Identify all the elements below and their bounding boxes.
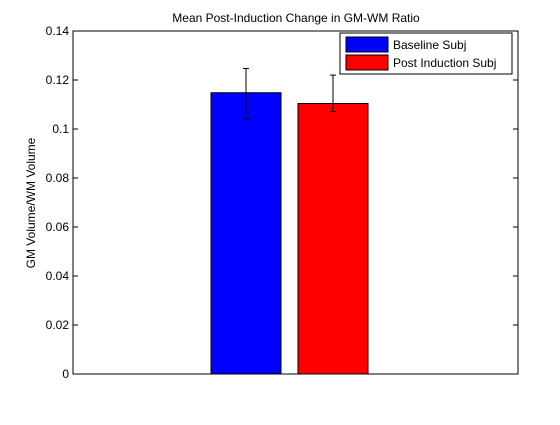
y-tick-label: 0.1 [52,122,69,136]
y-tick-label: 0.12 [46,73,70,87]
plot-area [73,31,518,374]
y-axis: 0 0.02 0.04 0.06 0.08 0.1 0.12 0.14 [46,24,518,381]
bars-layer [210,92,369,375]
legend-swatch [345,54,389,71]
legend: Baseline Subj Post Induction Subj [339,32,513,75]
bar-baseline-subj [210,92,282,375]
bar-post-induction-subj [297,103,369,375]
legend-swatch [345,36,389,53]
plot-frame [72,30,519,375]
y-tick-label: 0.06 [46,220,70,234]
y-tick-label: 0.04 [46,269,70,283]
y-axis-label: GM Volume/WM Volume [24,137,38,268]
y-tick-label: 0.08 [46,171,70,185]
legend-label: Post Induction Subj [393,56,496,70]
error-bars-layer [243,67,336,120]
legend-label: Baseline Subj [393,38,466,52]
y-tick-label: 0.14 [46,24,70,38]
y-tick-label: 0.02 [46,318,70,332]
chart-title: Mean Post-Induction Change in GM-WM Rati… [172,11,420,25]
y-tick-label: 0 [62,367,69,381]
